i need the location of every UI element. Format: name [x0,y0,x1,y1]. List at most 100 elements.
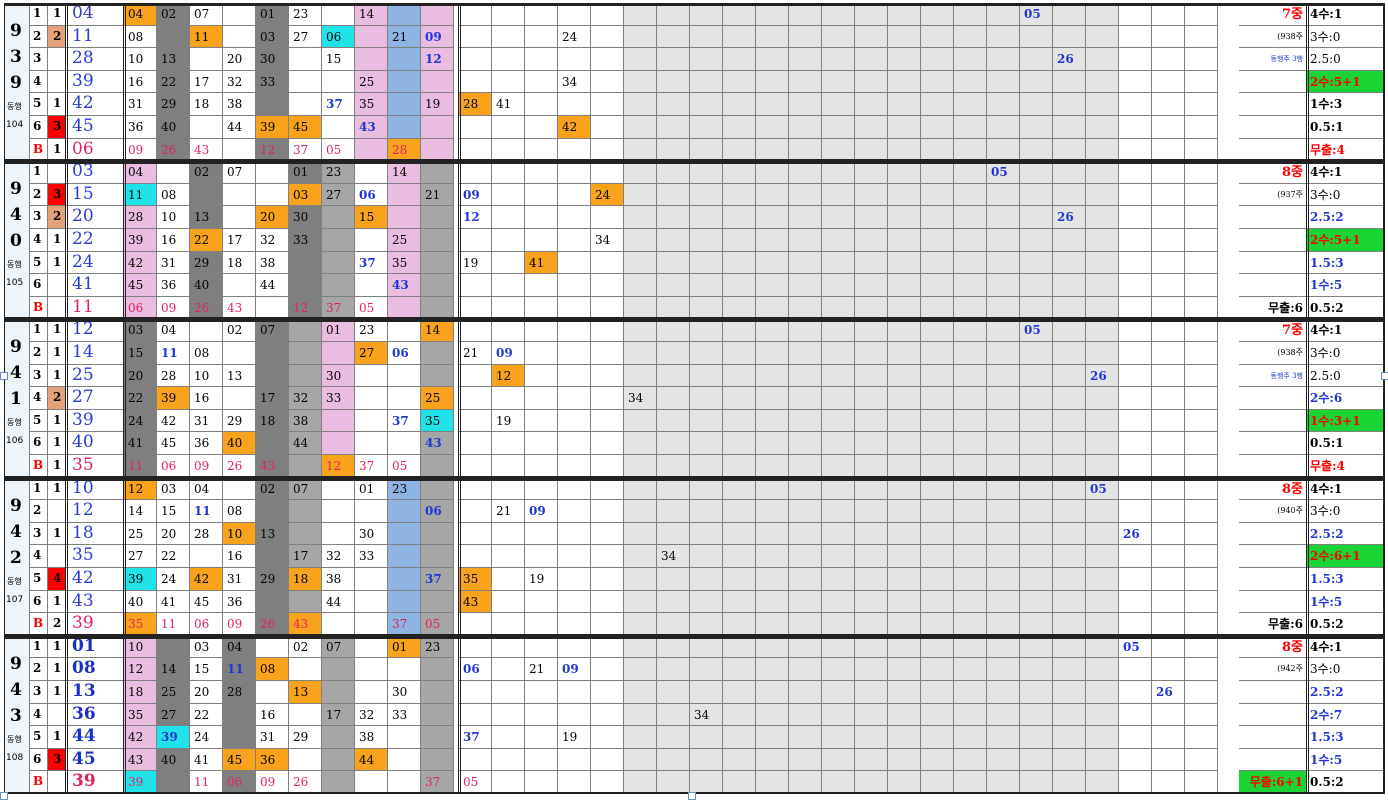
grid-cell[interactable]: 12 [289,296,322,320]
grid-cell[interactable]: 08 [157,183,190,207]
trend-cell[interactable] [492,3,525,26]
trend-cell[interactable] [1020,658,1053,681]
trend-cell[interactable] [921,613,954,636]
grid-cell[interactable] [256,635,289,659]
grid-cell[interactable] [289,251,322,275]
trend-cell[interactable] [1119,703,1152,727]
trend-cell[interactable] [1086,251,1119,275]
trend-cell[interactable] [1020,138,1053,162]
summary-stat[interactable]: 3수:0 [1307,500,1385,523]
trend-cell[interactable] [624,206,657,229]
trend-cell[interactable] [1119,70,1152,94]
trend-cell[interactable] [1185,455,1218,478]
trend-cell[interactable] [459,138,492,162]
trend-cell[interactable] [954,70,987,94]
trend-cell[interactable] [888,771,921,794]
main-number[interactable]: 14 [66,342,124,365]
grid-cell[interactable] [355,613,388,636]
trend-cell[interactable] [822,748,855,772]
trend-cell[interactable] [558,93,591,116]
summary-note[interactable] [1239,274,1307,297]
trend-cell[interactable] [657,319,690,342]
trend-cell[interactable] [624,771,657,794]
trend-cell[interactable] [1053,568,1086,591]
trend-cell[interactable] [723,319,756,342]
trend-cell[interactable] [723,364,756,388]
trend-cell[interactable] [1053,455,1086,478]
trend-cell[interactable] [1152,545,1185,568]
trend-cell[interactable] [987,590,1020,614]
trend-cell[interactable] [822,206,855,229]
grid-cell[interactable]: 17 [190,70,223,94]
summary-stat[interactable]: 2수:6 [1307,387,1385,410]
trend-cell[interactable] [1119,409,1152,433]
count-cell[interactable]: 2 [48,206,66,229]
trend-cell[interactable] [921,251,954,275]
grid-cell[interactable]: 32 [322,545,355,568]
grid-cell[interactable]: 03 [124,319,157,342]
trend-cell[interactable] [822,25,855,49]
trend-cell[interactable] [987,48,1020,71]
trend-cell[interactable] [855,70,888,94]
trend-cell[interactable] [987,116,1020,139]
grid-cell[interactable]: 11 [190,771,223,794]
grid-cell[interactable]: 30 [388,681,421,704]
trend-cell[interactable] [822,319,855,342]
trend-cell[interactable] [1053,296,1086,320]
trend-cell[interactable] [591,568,624,591]
grid-cell[interactable]: 45 [223,748,256,772]
grid-cell[interactable] [421,726,454,749]
grid-cell[interactable]: 44 [256,274,289,297]
grid-cell[interactable]: 43 [355,116,388,139]
trend-cell[interactable] [1185,590,1218,614]
trend-cell[interactable] [987,545,1020,568]
trend-cell[interactable] [459,48,492,71]
main-number[interactable]: 12 [66,319,124,342]
trend-cell[interactable] [789,455,822,478]
trend-cell[interactable] [690,545,723,568]
trend-cell[interactable] [624,477,657,501]
trend-cell[interactable] [855,477,888,501]
trend-cell[interactable] [987,568,1020,591]
trend-cell[interactable] [690,568,723,591]
trend-cell[interactable] [822,296,855,320]
trend-cell[interactable] [1185,477,1218,501]
trend-cell[interactable] [624,432,657,455]
trend-cell[interactable] [822,409,855,433]
trend-cell[interactable] [789,319,822,342]
grid-cell[interactable]: 03 [190,635,223,659]
grid-cell[interactable]: 05 [388,455,421,478]
trend-cell[interactable] [1053,70,1086,94]
trend-cell[interactable] [954,296,987,320]
grid-cell[interactable]: 17 [256,387,289,410]
trend-cell[interactable] [1119,455,1152,478]
row-index[interactable]: 4 [30,229,48,252]
trend-cell[interactable] [657,138,690,162]
trend-cell[interactable] [855,726,888,749]
grid-cell[interactable] [388,296,421,320]
trend-cell[interactable]: 12 [492,364,525,388]
trend-cell[interactable] [822,726,855,749]
trend-cell[interactable] [756,500,789,523]
trend-cell[interactable] [1119,500,1152,523]
trend-cell[interactable] [1086,568,1119,591]
trend-cell[interactable] [1053,319,1086,342]
trend-cell[interactable]: 05 [459,771,492,794]
trend-cell[interactable] [987,658,1020,681]
grid-cell[interactable] [322,726,355,749]
trend-cell[interactable] [921,364,954,388]
trend-cell[interactable] [855,500,888,523]
trend-cell[interactable] [822,364,855,388]
grid-cell[interactable] [421,364,454,388]
grid-cell[interactable] [388,93,421,116]
trend-cell[interactable] [1152,522,1185,546]
grid-cell[interactable]: 37 [322,296,355,320]
count-cell[interactable]: 1 [48,138,66,162]
grid-cell[interactable]: 06 [322,25,355,49]
trend-cell[interactable] [888,138,921,162]
trend-cell[interactable] [888,319,921,342]
trend-cell[interactable] [723,748,756,772]
trend-cell[interactable] [723,161,756,184]
trend-cell[interactable] [888,387,921,410]
trend-cell[interactable] [1020,681,1053,704]
